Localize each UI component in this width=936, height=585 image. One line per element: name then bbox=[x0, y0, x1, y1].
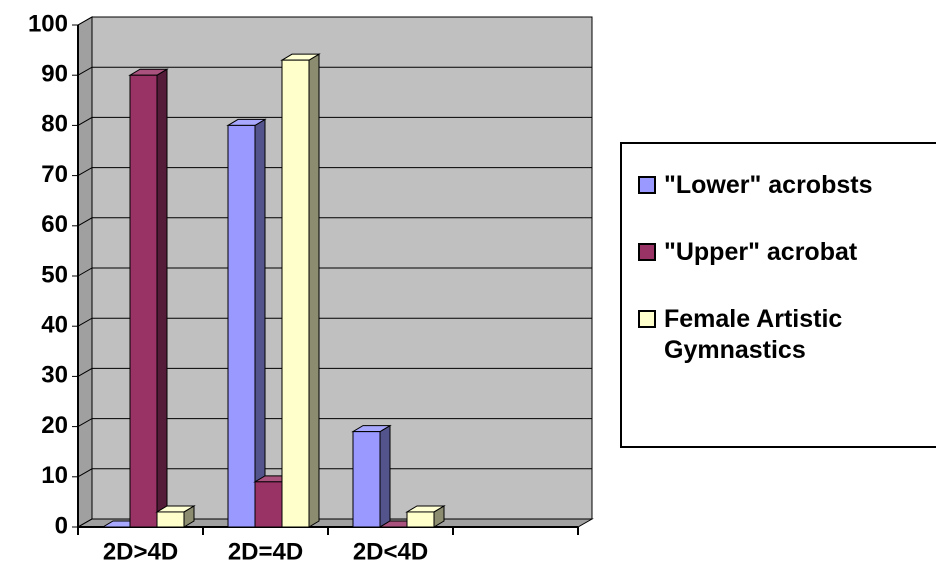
bar-side bbox=[156, 68, 168, 528]
bar bbox=[254, 481, 283, 528]
legend-label: "Lower" acrobsts bbox=[664, 171, 873, 199]
legend-swatch bbox=[638, 176, 656, 194]
legend-label: Female Artistic Gymnastics bbox=[664, 305, 843, 364]
legend-label: "Upper" acrobat bbox=[664, 238, 858, 266]
bar bbox=[156, 511, 185, 528]
legend: "Lower" acrobsts "Upper" acrobat Female Ar… bbox=[620, 142, 936, 448]
y-tick-label: 50 bbox=[41, 261, 68, 288]
bar-side bbox=[254, 118, 266, 528]
y-tick-label: 100 bbox=[28, 10, 68, 37]
grid-line bbox=[77, 317, 592, 327]
x-tick-label: 2D=4D bbox=[228, 538, 303, 565]
grid-line bbox=[77, 367, 592, 377]
bar bbox=[129, 74, 158, 528]
bar-side bbox=[308, 53, 320, 528]
y-tick-label: 40 bbox=[41, 312, 68, 339]
legend-entry: "Lower" acrobsts bbox=[638, 170, 936, 201]
y-tick-label: 20 bbox=[41, 412, 68, 439]
legend-swatch bbox=[638, 243, 656, 261]
legend-entry: Female Artistic Gymnastics bbox=[638, 304, 936, 366]
x-tick-label: 2D<4D bbox=[353, 538, 428, 565]
legend-swatch bbox=[638, 310, 656, 328]
y-tick-label: 60 bbox=[41, 211, 68, 238]
y-tick-label: 70 bbox=[41, 161, 68, 188]
grid-line bbox=[77, 16, 592, 26]
bar-side bbox=[379, 424, 391, 528]
grid-line bbox=[77, 468, 592, 478]
y-tick-label: 10 bbox=[41, 462, 68, 489]
bar bbox=[406, 511, 435, 528]
grid-line bbox=[77, 66, 592, 76]
grid-line bbox=[77, 267, 592, 277]
grid-line bbox=[77, 167, 592, 177]
bar bbox=[281, 59, 310, 528]
y-tick-label: 0 bbox=[55, 512, 68, 539]
y-tick-label: 90 bbox=[41, 61, 68, 88]
y-tick-label: 30 bbox=[41, 362, 68, 389]
bar bbox=[227, 124, 256, 528]
legend-entry: "Upper" acrobat bbox=[638, 237, 936, 268]
y-tick-label: 80 bbox=[41, 111, 68, 138]
grid-line bbox=[77, 116, 592, 126]
grid-line bbox=[77, 217, 592, 227]
x-tick-label: 2D>4D bbox=[103, 538, 178, 565]
grid-line bbox=[77, 418, 592, 428]
bar bbox=[352, 431, 381, 528]
